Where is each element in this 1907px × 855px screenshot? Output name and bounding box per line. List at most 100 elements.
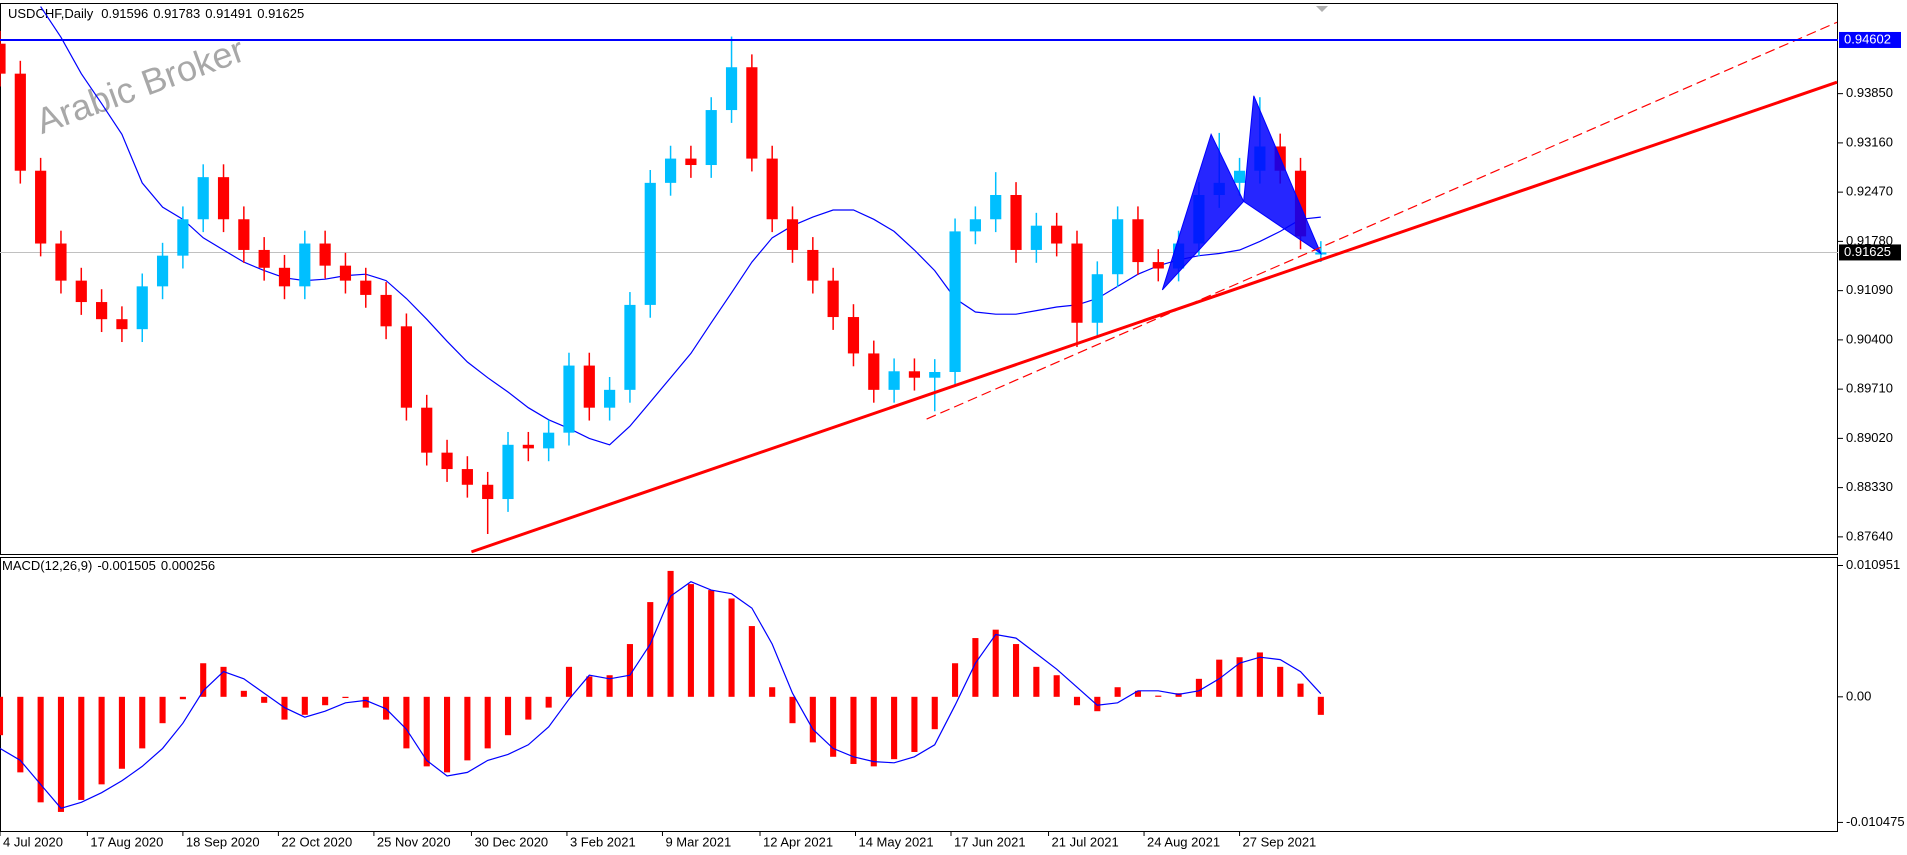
x-tick-label: 14 May 2021 (858, 834, 933, 849)
candle-body (949, 231, 961, 372)
macd-bar (1317, 696, 1324, 715)
signal-value: 0.000256 (161, 558, 215, 573)
candle-body (847, 317, 860, 354)
candle-body (299, 243, 311, 287)
candle-body (75, 280, 87, 303)
x-tick-label: 21 Jul 2021 (1052, 834, 1119, 849)
macd-bar (98, 696, 105, 785)
candle-body (14, 73, 26, 171)
candle-body (685, 158, 697, 166)
candle-body (421, 407, 433, 453)
macd-bar (322, 696, 329, 706)
macd-plot (0, 570, 1324, 812)
macd-bar (850, 696, 857, 764)
macd-bar (1134, 690, 1142, 697)
candle-body (1091, 274, 1103, 323)
candle-body (990, 194, 1002, 220)
macd-bar (667, 570, 674, 697)
low-value: 0.91491 (205, 6, 252, 21)
macd-bar (586, 676, 593, 697)
macd-bar (1236, 657, 1243, 697)
macd-bar (626, 644, 633, 697)
candle-body (461, 469, 473, 485)
price-label-box (1839, 244, 1901, 261)
candle-body (1051, 225, 1063, 244)
macd-bar (220, 666, 227, 697)
candle-body (136, 286, 148, 330)
open-value: 0.91596 (101, 6, 148, 21)
x-tick-label: 17 Aug 2020 (90, 834, 163, 849)
candle-body (827, 280, 839, 318)
macd-bar (789, 696, 796, 724)
candle-body (705, 110, 717, 166)
macd-bar (911, 696, 918, 752)
macd-bar (57, 696, 65, 812)
macd-bar (301, 696, 308, 715)
candle-body (644, 182, 656, 305)
y-tick-label: 0.91780 (1846, 233, 1893, 248)
macd-bar (728, 598, 735, 697)
macd-bar (606, 675, 613, 697)
candle-body (177, 219, 189, 256)
chart-header: USDCHF,Daily 0.91596 0.91783 0.91491 0.91625 (8, 6, 304, 21)
candle-body (868, 353, 880, 390)
x-tick-label: 30 Dec 2020 (474, 834, 548, 849)
macd-bar (464, 696, 471, 761)
candle-body (156, 255, 169, 287)
macd-bar (1114, 687, 1121, 697)
x-tick-label: 12 Apr 2021 (763, 834, 833, 849)
y-tick-label: 0.88330 (1846, 479, 1893, 494)
candle-body (238, 219, 250, 250)
candle-body (116, 319, 128, 330)
level-label: 0.94602 (1844, 31, 1891, 46)
macd-bar (139, 696, 146, 749)
trend-line (470, 80, 1838, 554)
macd-bar (525, 696, 532, 720)
x-tick-label: 24 Aug 2021 (1147, 834, 1220, 849)
y-tick-label: 0.92470 (1846, 184, 1893, 199)
x-tick-label: 22 Oct 2020 (281, 834, 352, 849)
macd-bar (159, 696, 166, 724)
macd-bar (0, 696, 4, 736)
candle-body (217, 177, 230, 220)
macd-bar (952, 663, 959, 697)
candle-body (35, 170, 47, 244)
macd-bar (545, 696, 552, 708)
candle-body (482, 484, 494, 500)
candle-body (1071, 243, 1083, 323)
macd-bar (708, 590, 715, 697)
candle-body (786, 219, 799, 250)
macd-bar (565, 666, 573, 697)
y-tick-label: 0.91090 (1846, 282, 1893, 297)
macd-bar (769, 687, 776, 697)
candle-body (807, 249, 819, 281)
x-tick-label: 27 Sep 2021 (1243, 834, 1317, 849)
candle-body (1112, 219, 1124, 275)
candle-body (339, 265, 352, 281)
candle-body (725, 67, 738, 111)
x-tick-label: 25 Nov 2020 (377, 834, 451, 849)
y-tick-label: 0.010951 (1846, 557, 1900, 572)
macd-bar (1195, 678, 1202, 697)
price-panel-frame (0, 3, 1838, 555)
candle-body (400, 326, 413, 408)
macd-panel-frame (0, 557, 1838, 832)
macd-bar (992, 629, 999, 697)
y-tick-label: 0.93850 (1846, 85, 1893, 100)
candle-body (441, 452, 453, 470)
macd-bar (200, 663, 207, 697)
macd-bar (37, 696, 44, 803)
macd-bar (809, 696, 816, 743)
candle-body (1030, 225, 1042, 250)
y-tick-label: 0.87640 (1846, 528, 1893, 543)
macd-value: -0.001505 (97, 558, 156, 573)
macd-bar (891, 696, 898, 760)
macd-bar (342, 696, 349, 699)
macd-header: MACD(12,26,9) -0.001505 0.000256 (2, 558, 215, 573)
candle-body (380, 294, 392, 327)
macd-bar (1012, 644, 1020, 697)
macd-bar (1073, 696, 1081, 706)
candle-body (55, 243, 67, 281)
macd-bar (504, 696, 512, 736)
